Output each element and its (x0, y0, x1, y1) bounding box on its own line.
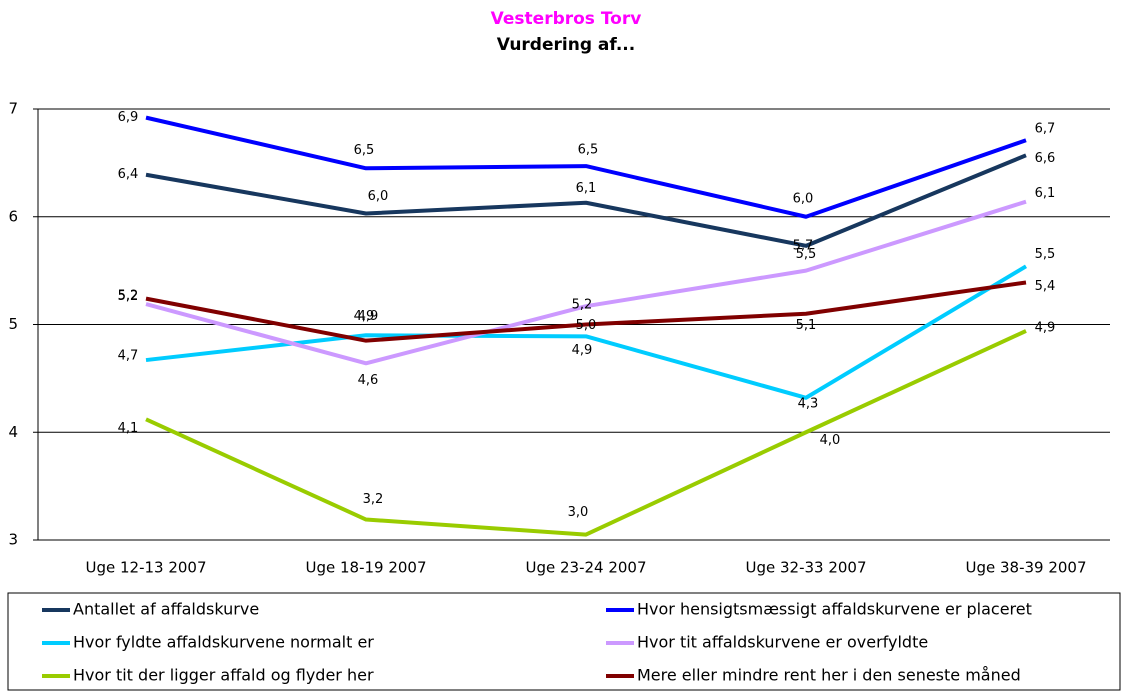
data-label: 4,0 (820, 433, 841, 448)
y-tick-label: 5 (8, 315, 18, 333)
data-label: 4,9 (354, 309, 375, 324)
series-line (145, 280, 1027, 343)
legend-label: Hvor hensigtsmæssigt affaldskurvene er p… (637, 600, 1032, 619)
series-line (145, 115, 1027, 219)
series-line (145, 199, 1027, 366)
y-tick-label: 4 (8, 423, 18, 441)
chart-subtitle: Vurdering af... (497, 35, 635, 55)
data-label: 6,5 (578, 143, 599, 158)
data-label: 5,0 (576, 318, 597, 333)
data-label: 4,9 (358, 309, 379, 324)
data-label: 4,9 (572, 343, 593, 358)
legend-label: Hvor fyldte affaldskurvene normalt er (73, 633, 374, 652)
legend-box (7, 592, 1121, 691)
data-label: 6,9 (118, 110, 139, 125)
data-label: 4,9 (1035, 320, 1056, 335)
data-label: 6,7 (1035, 122, 1056, 137)
data-label: 5,2 (118, 289, 139, 304)
legend-label: Hvor tit der ligger affald og flyder her (73, 666, 374, 685)
data-label: 5,5 (1035, 247, 1056, 262)
data-label: 4,6 (358, 373, 379, 388)
x-tick-label: Uge 38-39 2007 (965, 559, 1086, 577)
data-label: 6,4 (118, 167, 139, 182)
y-tick-label: 3 (8, 531, 18, 549)
data-label: 5,7 (793, 238, 814, 253)
chart-title: Vesterbros Torv (491, 9, 642, 29)
x-tick-label: Uge 12-13 2007 (85, 559, 206, 577)
x-tick-label: Uge 32-33 2007 (745, 559, 866, 577)
data-label: 4,3 (798, 396, 819, 411)
data-label: 6,1 (1035, 186, 1056, 201)
data-label: 4,1 (118, 421, 139, 436)
data-label: 5,1 (796, 318, 817, 333)
data-label: 5,4 (1035, 279, 1056, 294)
data-label: 6,5 (354, 143, 375, 158)
data-label: 5,2 (572, 298, 593, 313)
data-label: 6,1 (576, 181, 597, 196)
y-tick-label: 6 (8, 207, 18, 225)
data-label: 6,0 (368, 189, 389, 204)
data-label: 4,7 (118, 349, 139, 364)
data-label: 3,0 (568, 505, 589, 520)
legend-label: Antallet af affaldskurve (73, 600, 259, 619)
series-line (145, 329, 1027, 537)
data-label: 5,5 (796, 247, 817, 262)
data-label: 5,2 (118, 289, 139, 304)
y-tick-label: 7 (8, 100, 18, 118)
legend-label: Mere eller mindre rent her i den seneste… (637, 666, 1021, 685)
data-label: 6,6 (1035, 151, 1056, 166)
data-label: 6,0 (793, 191, 814, 206)
legend-label: Hvor tit affaldskurvene er overfyldte (637, 633, 928, 652)
data-label: 3,2 (363, 492, 384, 507)
x-tick-label: Uge 18-19 2007 (305, 559, 426, 577)
series-line (145, 153, 1027, 248)
x-tick-label: Uge 23-24 2007 (525, 559, 646, 577)
